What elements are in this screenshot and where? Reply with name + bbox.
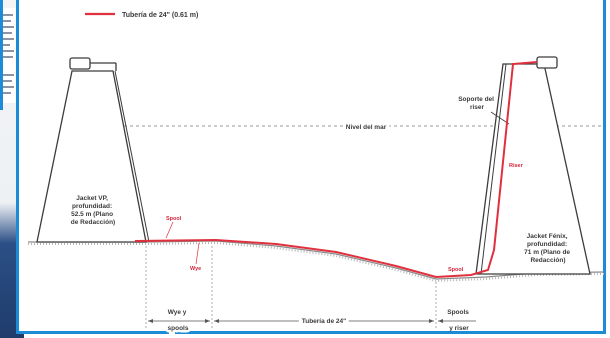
dim-wye-spools-line2: spools [168,325,189,332]
dim-arrow-2b [429,319,434,323]
jacket-vp-leg [114,70,150,243]
dim-arrow-1b [205,319,210,323]
riser-support-label-line2: riser [470,104,485,111]
seabed-line [28,240,605,280]
riser-support-label-line1: Soporte del [458,96,494,103]
jacket-vp-structure [36,70,147,243]
jacket-fenix-label-line3: 71 m (Plano de [524,249,570,256]
jacket-fenix-leg [480,63,507,275]
jacket-fenix-deck-module [536,56,558,69]
pipeline-24in [134,61,538,279]
jacket-fenix-structure [475,63,591,275]
dim-arrow-3a [438,319,443,323]
wye-label: Wye [190,266,201,272]
background-blue-border [0,0,9,110]
wye-pointer [195,242,200,265]
jacket-fenix-label-line4: Redacción) [530,257,565,264]
spool-left-label: Spool [166,216,182,222]
jacket-vp-label-line2: profundidad: [72,203,112,210]
sea-level-label: Nivel del mar [346,124,387,131]
dim-arrow-1a [148,319,153,323]
jacket-fenix-label-line1: Jacket Fénix, [527,233,568,240]
jacket-vp-label: Jacket VP, profundidad: 52.5 m (Plano de… [71,195,115,226]
dim-spools-riser-line2: y riser [449,325,469,332]
jacket-fenix-label: Jacket Fénix, profundidad: 71 m (Plano d… [524,233,572,264]
jacket-vp-label-line4: de Redacción) [71,219,115,226]
dim-pipeline-label: Tubería de 24" [302,318,347,325]
pipeline-diagram: Tubería de 24" (0.61 m) Nivel del mar Ja… [28,12,605,334]
legend-label: Tubería de 24" (0.61 m) [122,12,198,19]
dim-spools-riser-line1: Spools [447,309,469,316]
riser-support-pointer [490,111,510,125]
dim-wye-spools-line1: Wye y [168,309,187,316]
riser-label: Riser [509,163,524,169]
jacket-vp-label-line3: 52.5 m (Plano [71,211,113,218]
dim-spools-riser-label: Spools y riser [447,309,470,332]
spool-right-label: Spool [448,267,464,273]
jacket-fenix-label-line2: profundidad: [527,241,567,248]
spool-left-pointer [165,221,174,239]
dim-arrow-2a [214,319,219,323]
jacket-vp-label-line1: Jacket VP, [76,195,108,202]
seabed-hatch [28,241,605,283]
jacket-vp-deck-module [69,57,91,70]
dim-wye-spools-label: Wye y spools [168,309,189,332]
riser-support-label: Soporte del riser [458,96,496,111]
